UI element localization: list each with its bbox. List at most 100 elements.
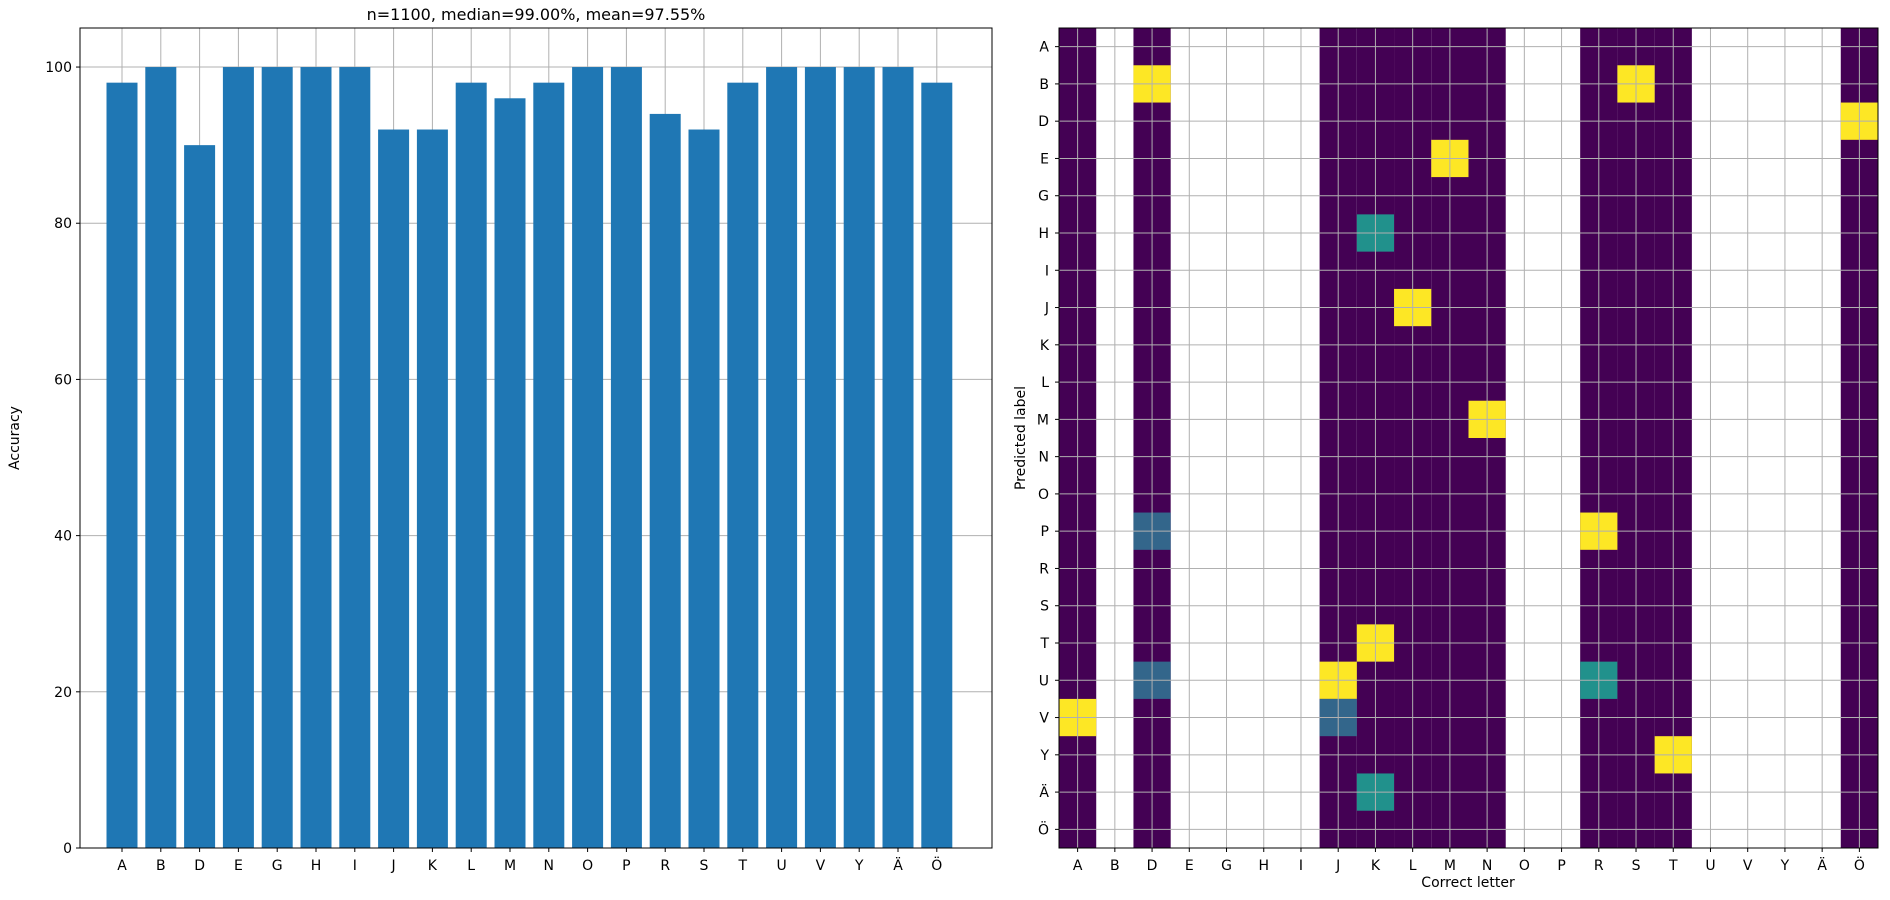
bar-x-tick-label: V xyxy=(816,858,826,874)
heatmap-x-tick-label: J xyxy=(1335,858,1340,874)
bar-y-tick-label: 80 xyxy=(54,216,72,232)
bar-o xyxy=(572,67,604,849)
heatmap-y-tick-label: P xyxy=(1041,524,1049,540)
bar-x-tick-label: I xyxy=(353,858,357,874)
heatmap-x-tick-label: G xyxy=(1221,858,1232,874)
heatmap-y-tick-label: N xyxy=(1039,450,1049,466)
heatmap-x-tick-label: T xyxy=(1668,858,1678,874)
heatmap-x-axis-label: Correct letter xyxy=(1421,875,1515,891)
heatmap-x-tick-label: K xyxy=(1371,858,1381,874)
bar-t xyxy=(727,82,759,848)
bar-h xyxy=(300,67,332,849)
bar-u xyxy=(766,67,798,849)
bar-x-tick-label: Y xyxy=(854,858,864,874)
bar-b xyxy=(145,67,177,849)
bar-plot-frame xyxy=(79,27,993,849)
heatmap-y-tick-label: Ö xyxy=(1038,820,1049,838)
heatmap-y-tick-label: U xyxy=(1039,673,1049,689)
heatmap-y-tick-label: D xyxy=(1038,114,1049,130)
bar-y-tick-label: 100 xyxy=(45,60,72,76)
heatmap-grid xyxy=(1059,28,1878,848)
bar-marks xyxy=(106,67,953,849)
heatmap-x-tick-label: A xyxy=(1073,858,1083,874)
heatmap-y-tick-label: K xyxy=(1040,338,1050,354)
heatmap-y-tick-label: T xyxy=(1039,636,1049,652)
bar-x-tick-label: Ö xyxy=(931,856,942,874)
bar-x-tick-label: T xyxy=(738,858,748,874)
bar-s xyxy=(688,129,720,848)
heatmap-y-tick-label: A xyxy=(1039,40,1049,56)
bar-y-tick-label: 20 xyxy=(54,685,72,701)
bar-a xyxy=(106,82,138,848)
bar-x-tick-label: H xyxy=(311,858,322,874)
heatmap-y-tick-label: H xyxy=(1038,226,1049,242)
heatmap-y-tick-label: Y xyxy=(1039,748,1049,764)
heatmap-x-tick-label: Ö xyxy=(1854,856,1865,874)
bar-x-tick-label: D xyxy=(194,858,205,874)
heatmap-x-tick-label: H xyxy=(1258,858,1269,874)
heatmap-x-tick-label: L xyxy=(1409,858,1417,874)
heatmap-x-tick-label: I xyxy=(1299,858,1303,874)
heatmap-x-tick-label: M xyxy=(1444,858,1456,874)
bar-x-tick-label: G xyxy=(272,858,283,874)
bar-x-tick-label: U xyxy=(776,858,786,874)
bar-y xyxy=(843,67,875,849)
bar-x-tick-label: E xyxy=(234,858,243,874)
heatmap-y-tick-label: M xyxy=(1037,412,1049,428)
bar-chart-title: n=1100, median=99.00%, mean=97.55% xyxy=(367,5,706,24)
heatmap-x-tick-label: Ä xyxy=(1817,856,1827,874)
bar-x-tick-label: R xyxy=(660,858,670,874)
bar-x-tick-label: P xyxy=(622,858,630,874)
bar-oe xyxy=(921,82,953,848)
heatmap-x-tick-label: B xyxy=(1110,858,1120,874)
heatmap-x-tick-label: U xyxy=(1705,858,1715,874)
bar-y-tick-label: 40 xyxy=(54,529,72,545)
bar-d xyxy=(184,145,216,849)
heatmap-y-tick-label: I xyxy=(1045,263,1049,279)
bar-g xyxy=(261,67,293,849)
heatmap-y-tick-label: E xyxy=(1040,151,1049,167)
bar-l xyxy=(455,82,487,848)
bar-j xyxy=(378,129,410,848)
heatmap-x-tick-label: V xyxy=(1743,858,1753,874)
bar-y-tick-label: 60 xyxy=(54,372,72,388)
heatmap-x-tick-label: P xyxy=(1557,858,1565,874)
heatmap-y-tick-label: S xyxy=(1040,599,1049,615)
heatmap-x-tick-label: O xyxy=(1519,858,1530,874)
bar-r xyxy=(649,113,681,848)
bar-x-tick-label: O xyxy=(582,858,593,874)
bar-n xyxy=(533,82,565,848)
heatmap-y-ticks: A B D E G H I J K L M N O P R S T U V Y Ä Ö xyxy=(1037,40,1059,838)
bar-ae xyxy=(882,67,914,849)
heatmap-x-tick-label: S xyxy=(1632,858,1641,874)
heatmap-y-tick-label: V xyxy=(1039,711,1049,727)
bar-i xyxy=(339,67,371,849)
bar-y-tick-label: 0 xyxy=(63,841,72,857)
heatmap-x-tick-label: D xyxy=(1147,858,1158,874)
heatmap-y-axis-label: Predicted label xyxy=(1013,386,1029,490)
heatmap-y-tick-label: B xyxy=(1039,77,1049,93)
bar-x-tick-label: Ä xyxy=(893,856,903,874)
accuracy-bar-chart: 0 20 40 60 80 100 A B D E G H I J K L M N O P R S T U V Y Ä Ö n=11… xyxy=(7,5,993,874)
bar-x-tick-label: L xyxy=(467,858,475,874)
bar-x-tick-label: A xyxy=(117,858,127,874)
bar-x-tick-label: M xyxy=(504,858,516,874)
heatmap-plot-frame xyxy=(1058,27,1879,849)
heatmap-x-tick-label: R xyxy=(1594,858,1604,874)
heatmap-x-tick-label: E xyxy=(1185,858,1194,874)
heatmap-y-tick-label: Ä xyxy=(1039,783,1049,801)
bar-x-tick-label: N xyxy=(544,858,554,874)
bar-e xyxy=(222,67,254,849)
heatmap-y-tick-label: G xyxy=(1038,189,1049,205)
heatmap-x-tick-label: N xyxy=(1482,858,1492,874)
heatmap-y-tick-label: L xyxy=(1041,375,1049,391)
bar-x-tick-label: J xyxy=(391,858,396,874)
heatmap-y-tick-label: R xyxy=(1039,561,1049,577)
bar-k xyxy=(416,129,448,848)
bar-x-tick-label: K xyxy=(428,858,438,874)
bar-m xyxy=(494,98,526,849)
heatmap-cells xyxy=(1059,28,1878,848)
bar-x-tick-label: B xyxy=(156,858,166,874)
